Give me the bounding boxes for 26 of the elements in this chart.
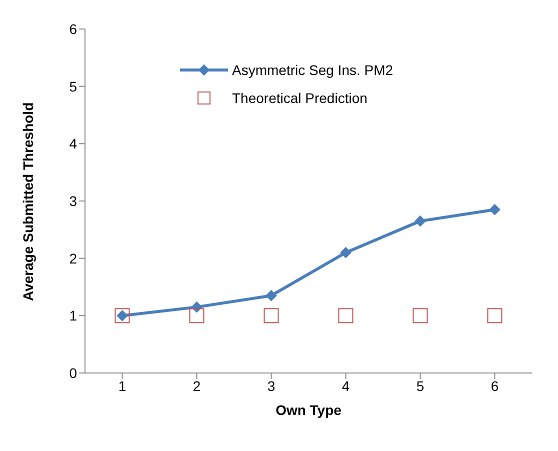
point <box>266 290 277 302</box>
point <box>489 204 500 216</box>
y-tick-label: 2 <box>69 250 78 266</box>
x-tick-label: 4 <box>342 378 350 394</box>
y-tick-label: 6 <box>69 20 78 37</box>
point <box>338 308 354 324</box>
x-tick-label: 1 <box>118 378 126 394</box>
point <box>414 216 426 227</box>
x-axis-title: Own Type <box>276 402 342 418</box>
y-tick-label: 1 <box>69 308 78 324</box>
point <box>340 247 352 258</box>
point <box>487 308 502 324</box>
legend-label: Asymmetric Seg Ins. PM2 <box>232 61 394 80</box>
x-tick-label: 6 <box>490 378 499 394</box>
legend-label: Theoretical Prediction <box>232 89 368 108</box>
x-tick-label: 3 <box>267 378 276 394</box>
y-tick-label: 0 <box>69 364 78 381</box>
y-tick-label: 5 <box>69 78 78 94</box>
x-tick-label: 2 <box>192 378 201 394</box>
y-axis-title: Average Submitted Threshold <box>20 102 36 301</box>
x-tick-label: 5 <box>416 378 424 394</box>
point <box>412 308 428 324</box>
y-tick-label: 3 <box>69 192 78 209</box>
point <box>189 308 204 324</box>
point <box>264 308 279 324</box>
y-tick-label: 4 <box>69 136 78 152</box>
